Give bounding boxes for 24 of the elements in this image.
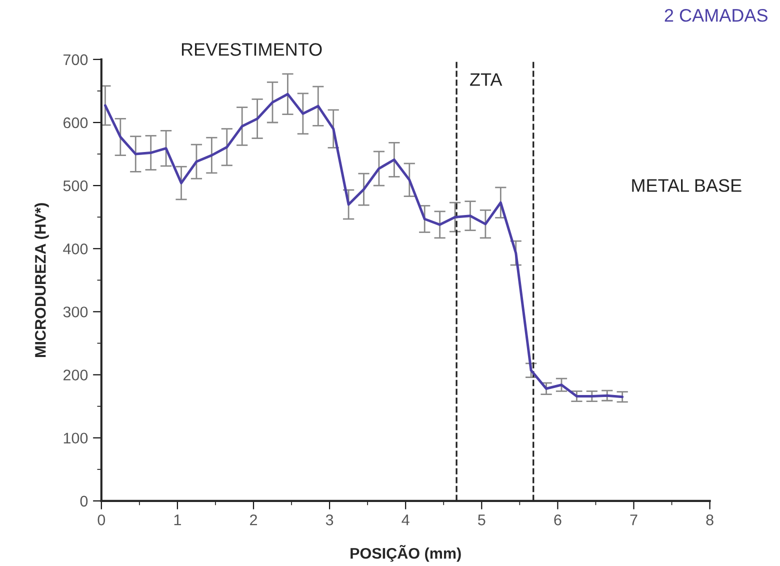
y-tick-label: 300	[63, 306, 88, 318]
x-tick-label: 1	[174, 514, 181, 526]
y-axis-title: MICRODUREZA (HV*)	[34, 203, 49, 357]
x-axis-title: POSIÇÃO (mm)	[350, 545, 461, 562]
text: REVESTIMENTO	[182, 43, 322, 56]
x-tick-label: 0	[98, 514, 106, 526]
annotation: METAL BASE	[632, 179, 742, 192]
text: 2 CAMADAS	[664, 8, 768, 22]
x-tick-label: 4	[402, 514, 410, 526]
y-tick-label: 700	[64, 54, 88, 66]
x-tick-label: 6	[554, 514, 562, 526]
y-tick-label: 600	[63, 117, 88, 128]
y-tick-label: 500	[63, 180, 88, 192]
x-tick-label: 2	[250, 514, 257, 526]
line-series	[104, 92, 624, 398]
y-tick-label: 100	[64, 432, 88, 444]
y-tick-label: 0	[80, 496, 88, 507]
y-tick-label: 200	[63, 370, 88, 380]
x-tick-label: 7	[630, 514, 638, 526]
x-tick-label: 5	[478, 514, 486, 526]
y-tick-label: 400	[63, 244, 88, 254]
x-tick-label: 3	[326, 514, 334, 526]
annotation: ZTA	[470, 73, 502, 86]
x-tick-label: 8	[706, 514, 714, 526]
